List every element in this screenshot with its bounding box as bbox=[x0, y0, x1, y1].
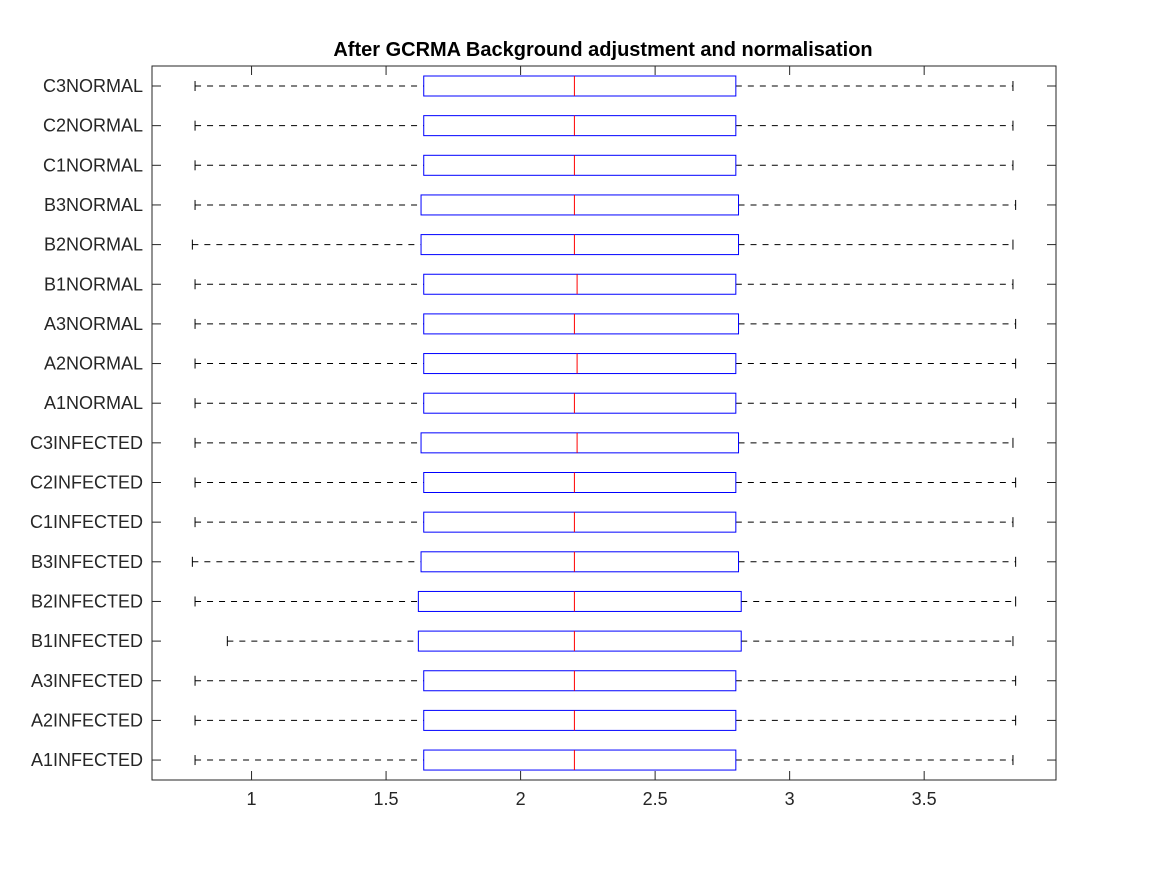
box-group bbox=[194, 511, 1014, 533]
y-tick-label: B3INFECTED bbox=[31, 552, 143, 572]
y-tick-label: C3INFECTED bbox=[30, 433, 143, 453]
boxes-layer bbox=[191, 75, 1017, 771]
iqr-box bbox=[423, 511, 737, 533]
y-tick-label: A3NORMAL bbox=[44, 314, 143, 334]
box-group bbox=[194, 194, 1017, 216]
iqr-box bbox=[417, 630, 742, 652]
iqr-box bbox=[423, 313, 740, 335]
y-tick-label: B1NORMAL bbox=[44, 274, 143, 294]
x-tick-label: 3.5 bbox=[912, 789, 937, 809]
box-group bbox=[194, 590, 1017, 612]
iqr-box bbox=[420, 432, 740, 454]
box-group bbox=[194, 709, 1017, 731]
plot-frame bbox=[151, 65, 1057, 781]
iqr-box bbox=[423, 709, 737, 731]
chart-title: After GCRMA Background adjustment and no… bbox=[333, 39, 872, 61]
y-tick-label: A1NORMAL bbox=[44, 393, 143, 413]
iqr-box bbox=[423, 670, 737, 692]
iqr-box bbox=[423, 273, 737, 295]
iqr-box bbox=[417, 590, 742, 612]
iqr-box bbox=[423, 749, 737, 771]
x-tick-label: 3 bbox=[785, 789, 795, 809]
y-tick-label: C1INFECTED bbox=[30, 512, 143, 532]
box-group bbox=[194, 749, 1014, 771]
iqr-box bbox=[423, 75, 737, 97]
y-tick-label: A1INFECTED bbox=[31, 750, 143, 770]
iqr-box bbox=[423, 353, 737, 375]
y-tick-label: B2INFECTED bbox=[31, 591, 143, 611]
y-tick-label: B2NORMAL bbox=[44, 235, 143, 255]
box-group bbox=[194, 670, 1017, 692]
iqr-box bbox=[423, 115, 737, 137]
y-tick-label: A3INFECTED bbox=[31, 671, 143, 691]
iqr-box bbox=[420, 234, 740, 256]
box-group bbox=[194, 432, 1014, 454]
x-tick-label: 2 bbox=[516, 789, 526, 809]
y-tick-label: B3NORMAL bbox=[44, 195, 143, 215]
y-tick-label: C2INFECTED bbox=[30, 473, 143, 493]
box-group bbox=[194, 273, 1014, 295]
y-tick-label: C1NORMAL bbox=[43, 155, 143, 175]
iqr-box bbox=[420, 551, 740, 573]
box-group bbox=[194, 75, 1014, 97]
iqr-box bbox=[423, 154, 737, 176]
x-tick-label: 2.5 bbox=[643, 789, 668, 809]
box-group bbox=[194, 472, 1017, 493]
y-tick-label: A2NORMAL bbox=[44, 354, 143, 374]
y-tick-label: C3NORMAL bbox=[43, 76, 143, 96]
box-group bbox=[226, 630, 1014, 652]
x-tick-label: 1.5 bbox=[374, 789, 399, 809]
box-group bbox=[191, 234, 1014, 256]
box-group bbox=[194, 353, 1017, 375]
box-group bbox=[194, 154, 1014, 176]
box-group bbox=[194, 313, 1017, 335]
box-group bbox=[194, 392, 1017, 414]
iqr-box bbox=[420, 194, 740, 216]
y-tick-label: B1INFECTED bbox=[31, 631, 143, 651]
box-group bbox=[191, 551, 1017, 573]
x-tick-label: 1 bbox=[247, 789, 257, 809]
iqr-box bbox=[423, 392, 737, 414]
axes-layer: C3NORMAL C2NORMAL C1NORMAL B3NORMAL B2NORMAL… bbox=[30, 66, 1056, 809]
box-group bbox=[194, 115, 1014, 137]
iqr-box bbox=[423, 472, 737, 493]
y-tick-label: C2NORMAL bbox=[43, 116, 143, 136]
y-tick-label: A2INFECTED bbox=[31, 710, 143, 730]
